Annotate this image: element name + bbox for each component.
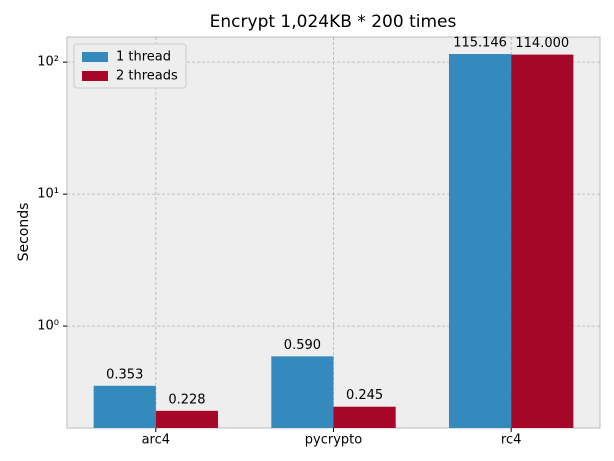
value-label: 114.000 bbox=[515, 36, 569, 51]
bar bbox=[271, 356, 334, 428]
x-tick-label: pycrypto bbox=[305, 433, 362, 448]
legend-swatch bbox=[82, 71, 108, 81]
legend-swatch bbox=[82, 52, 108, 62]
legend-label: 1 thread bbox=[116, 50, 171, 65]
bar bbox=[93, 385, 156, 428]
x-tick-label: arc4 bbox=[142, 433, 170, 448]
bar bbox=[448, 54, 512, 428]
y-tick-label: 10¹ bbox=[37, 187, 59, 202]
value-label: 0.228 bbox=[168, 392, 205, 407]
y-axis-label: Seconds bbox=[16, 203, 32, 262]
value-label: 0.353 bbox=[106, 367, 143, 382]
legend-label: 2 threads bbox=[116, 69, 178, 84]
y-tick-label: 10² bbox=[37, 55, 59, 70]
bar bbox=[511, 54, 574, 429]
value-label: 0.245 bbox=[346, 388, 383, 403]
chart-title: Encrypt 1,024KB * 200 times bbox=[210, 12, 457, 32]
value-label: 115.146 bbox=[453, 36, 507, 51]
bar bbox=[333, 406, 396, 428]
y-tick-label: 10⁰ bbox=[37, 319, 59, 334]
bar bbox=[155, 410, 219, 428]
value-label: 0.590 bbox=[284, 338, 321, 353]
x-tick-label: rc4 bbox=[501, 433, 521, 448]
